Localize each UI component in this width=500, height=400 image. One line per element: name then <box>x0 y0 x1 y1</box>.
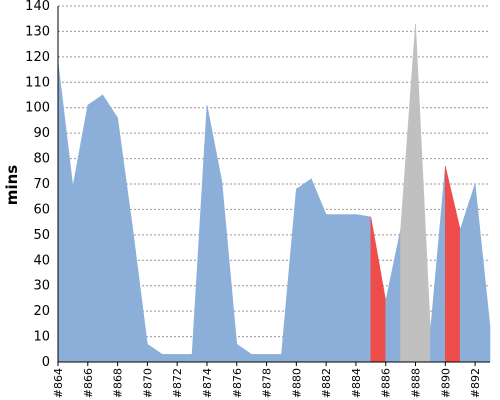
y-tick-label: 60 <box>33 202 50 217</box>
area-segment-success <box>266 354 282 363</box>
area-segment-success <box>340 214 357 363</box>
y-tick-label: 70 <box>33 177 50 192</box>
area-segment-success <box>176 354 193 363</box>
area-segment-success <box>325 214 342 363</box>
area-segment-success <box>459 183 476 363</box>
area-segment-failure <box>370 217 387 363</box>
area-segment-success <box>221 181 238 363</box>
x-tick-label: #892 <box>469 368 482 398</box>
area-segment-success <box>385 229 401 363</box>
area-segment-success <box>147 343 163 363</box>
x-tick-label: #882 <box>320 368 333 398</box>
area-segment-success <box>236 343 252 363</box>
y-tick-label: 100 <box>25 101 50 116</box>
area-segment-success <box>474 183 491 363</box>
x-tick-label: #868 <box>112 368 125 398</box>
area-segment-success <box>57 61 74 363</box>
area-segment-success <box>206 105 223 363</box>
y-tick-label: 140 <box>25 0 50 14</box>
x-axis: #864 #866 #868 #870 #872 #874 #876 #878 #880 #882… <box>52 361 490 398</box>
area-segment-success <box>296 178 312 363</box>
area-segment-success <box>251 354 267 363</box>
y-tick-label: 0 <box>42 355 50 370</box>
y-tick-label: 120 <box>25 50 50 65</box>
x-tick-label: #872 <box>171 368 184 398</box>
x-tick-label: #870 <box>141 368 154 398</box>
y-axis-title: mins <box>3 165 21 205</box>
area-segment-failure <box>445 166 461 363</box>
x-tick-label: #866 <box>82 368 95 398</box>
y-tick-label: 50 <box>33 228 50 243</box>
y-axis: 0 10 20 30 40 50 60 70 80 90 100 110 120 130 140 <box>25 0 59 370</box>
area-segment-aborted <box>415 23 431 363</box>
y-tick-label: 110 <box>25 75 50 90</box>
x-tick-label: #864 <box>52 368 65 398</box>
area-segment-success <box>132 227 148 363</box>
y-tick-label: 80 <box>33 152 50 167</box>
area-segment-success <box>310 178 327 363</box>
area-layer <box>57 23 491 363</box>
y-tick-label: 20 <box>33 304 50 319</box>
area-segment-success <box>117 117 133 363</box>
y-tick-label: 10 <box>33 330 50 345</box>
area-segment-success <box>161 354 178 363</box>
area-segment-success <box>87 94 103 363</box>
y-tick-label: 40 <box>33 253 50 268</box>
area-segment-success <box>191 105 208 363</box>
area-segment-success <box>430 166 446 363</box>
x-tick-label: #880 <box>290 368 303 398</box>
y-tick-label: 90 <box>33 126 50 141</box>
x-tick-label: #886 <box>380 368 393 398</box>
x-tick-label: #884 <box>350 368 363 398</box>
y-tick-label: 130 <box>25 24 50 39</box>
x-tick-label: #878 <box>261 368 274 398</box>
area-segment-success <box>355 214 372 363</box>
area-segment-success <box>281 189 297 363</box>
area-segment-success <box>72 105 89 363</box>
y-tick-label: 30 <box>33 279 50 294</box>
x-tick-label: #874 <box>201 368 214 398</box>
x-tick-label: #876 <box>231 368 244 398</box>
x-tick-label: #888 <box>410 368 423 398</box>
area-segment-aborted <box>400 23 416 363</box>
area-segment-success <box>102 93 118 363</box>
x-tick-label: #890 <box>439 368 452 398</box>
